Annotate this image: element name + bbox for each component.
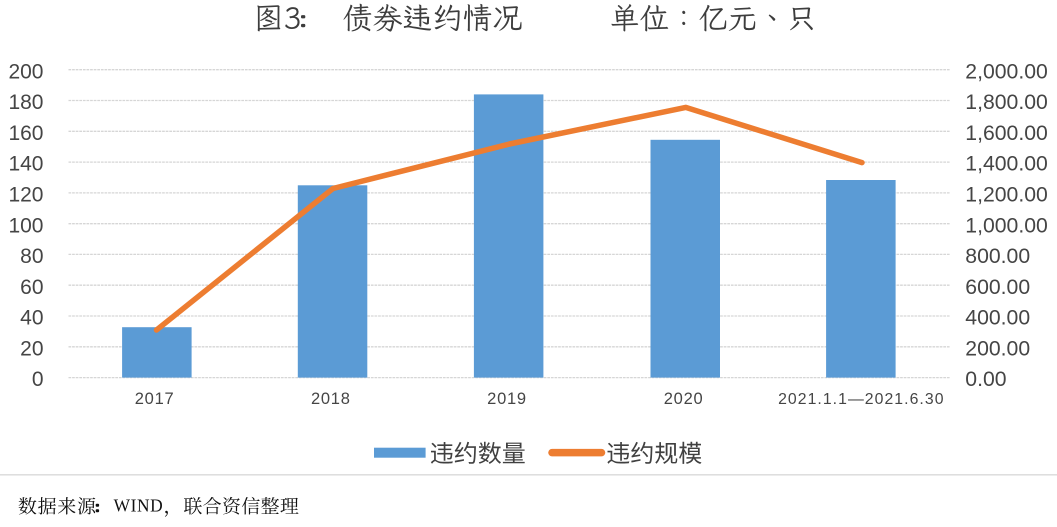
svg-text:2020: 2020	[664, 390, 704, 408]
svg-text:60: 60	[20, 276, 43, 299]
svg-text:2021.1.1—2021.6.30: 2021.1.1—2021.6.30	[778, 391, 944, 408]
svg-text:100: 100	[8, 214, 43, 237]
svg-text:20: 20	[20, 337, 43, 360]
svg-text:120: 120	[8, 184, 43, 207]
svg-text:40: 40	[20, 307, 43, 330]
svg-text:1,200.00: 1,200.00	[965, 184, 1047, 207]
svg-text:0.00: 0.00	[965, 368, 1006, 391]
svg-text:200: 200	[8, 60, 43, 83]
svg-text:1,000.00: 1,000.00	[965, 214, 1047, 237]
svg-text:0: 0	[32, 368, 44, 391]
svg-text:1,600.00: 1,600.00	[965, 122, 1047, 145]
svg-text:400.00: 400.00	[965, 307, 1030, 330]
svg-text:800.00: 800.00	[965, 245, 1030, 268]
svg-text:2,000.00: 2,000.00	[965, 60, 1047, 83]
svg-text:140: 140	[8, 153, 43, 176]
svg-text:600.00: 600.00	[965, 276, 1030, 299]
svg-text:160: 160	[8, 122, 43, 145]
svg-text:WIND: WIND	[114, 496, 164, 516]
svg-text:2017: 2017	[135, 390, 175, 408]
svg-text:180: 180	[8, 91, 43, 114]
svg-text:200.00: 200.00	[965, 337, 1030, 360]
svg-text:1,400.00: 1,400.00	[965, 153, 1047, 176]
svg-text:2019: 2019	[487, 390, 527, 408]
svg-text:2018: 2018	[311, 390, 351, 408]
svg-text:80: 80	[20, 245, 43, 268]
svg-text:1,800.00: 1,800.00	[965, 91, 1047, 114]
